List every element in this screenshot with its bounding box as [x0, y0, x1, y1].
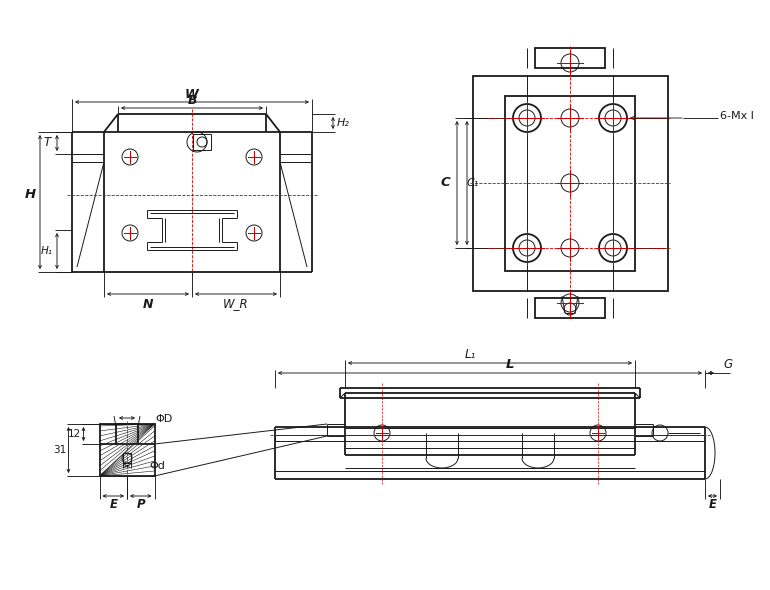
Text: G: G — [724, 359, 732, 372]
Text: 12: 12 — [68, 429, 81, 439]
Text: 6-Mx l: 6-Mx l — [720, 111, 754, 121]
Text: W: W — [185, 87, 199, 100]
Text: L₁: L₁ — [464, 349, 476, 362]
Text: N: N — [142, 297, 153, 310]
Text: H₂: H₂ — [336, 118, 350, 128]
Bar — [123, 453, 131, 463]
Bar — [193, 134, 211, 150]
Text: E: E — [709, 497, 717, 510]
Text: H: H — [25, 188, 35, 202]
Bar — [535, 48, 605, 68]
Text: B: B — [187, 94, 197, 107]
Text: L: L — [506, 359, 514, 372]
Text: 31: 31 — [53, 445, 66, 455]
Text: T: T — [43, 136, 51, 149]
Bar — [99, 424, 155, 476]
Bar — [535, 298, 605, 318]
Text: H₁: H₁ — [41, 246, 53, 256]
Text: Φd: Φd — [149, 461, 165, 471]
Text: W_R: W_R — [223, 297, 249, 310]
Bar — [116, 424, 138, 444]
Text: C₁: C₁ — [467, 178, 479, 188]
Bar — [505, 96, 635, 270]
Text: P: P — [136, 497, 145, 510]
Bar — [473, 76, 668, 290]
Text: C: C — [440, 176, 450, 189]
Text: E: E — [109, 497, 117, 510]
Text: ΦD: ΦD — [155, 414, 172, 424]
